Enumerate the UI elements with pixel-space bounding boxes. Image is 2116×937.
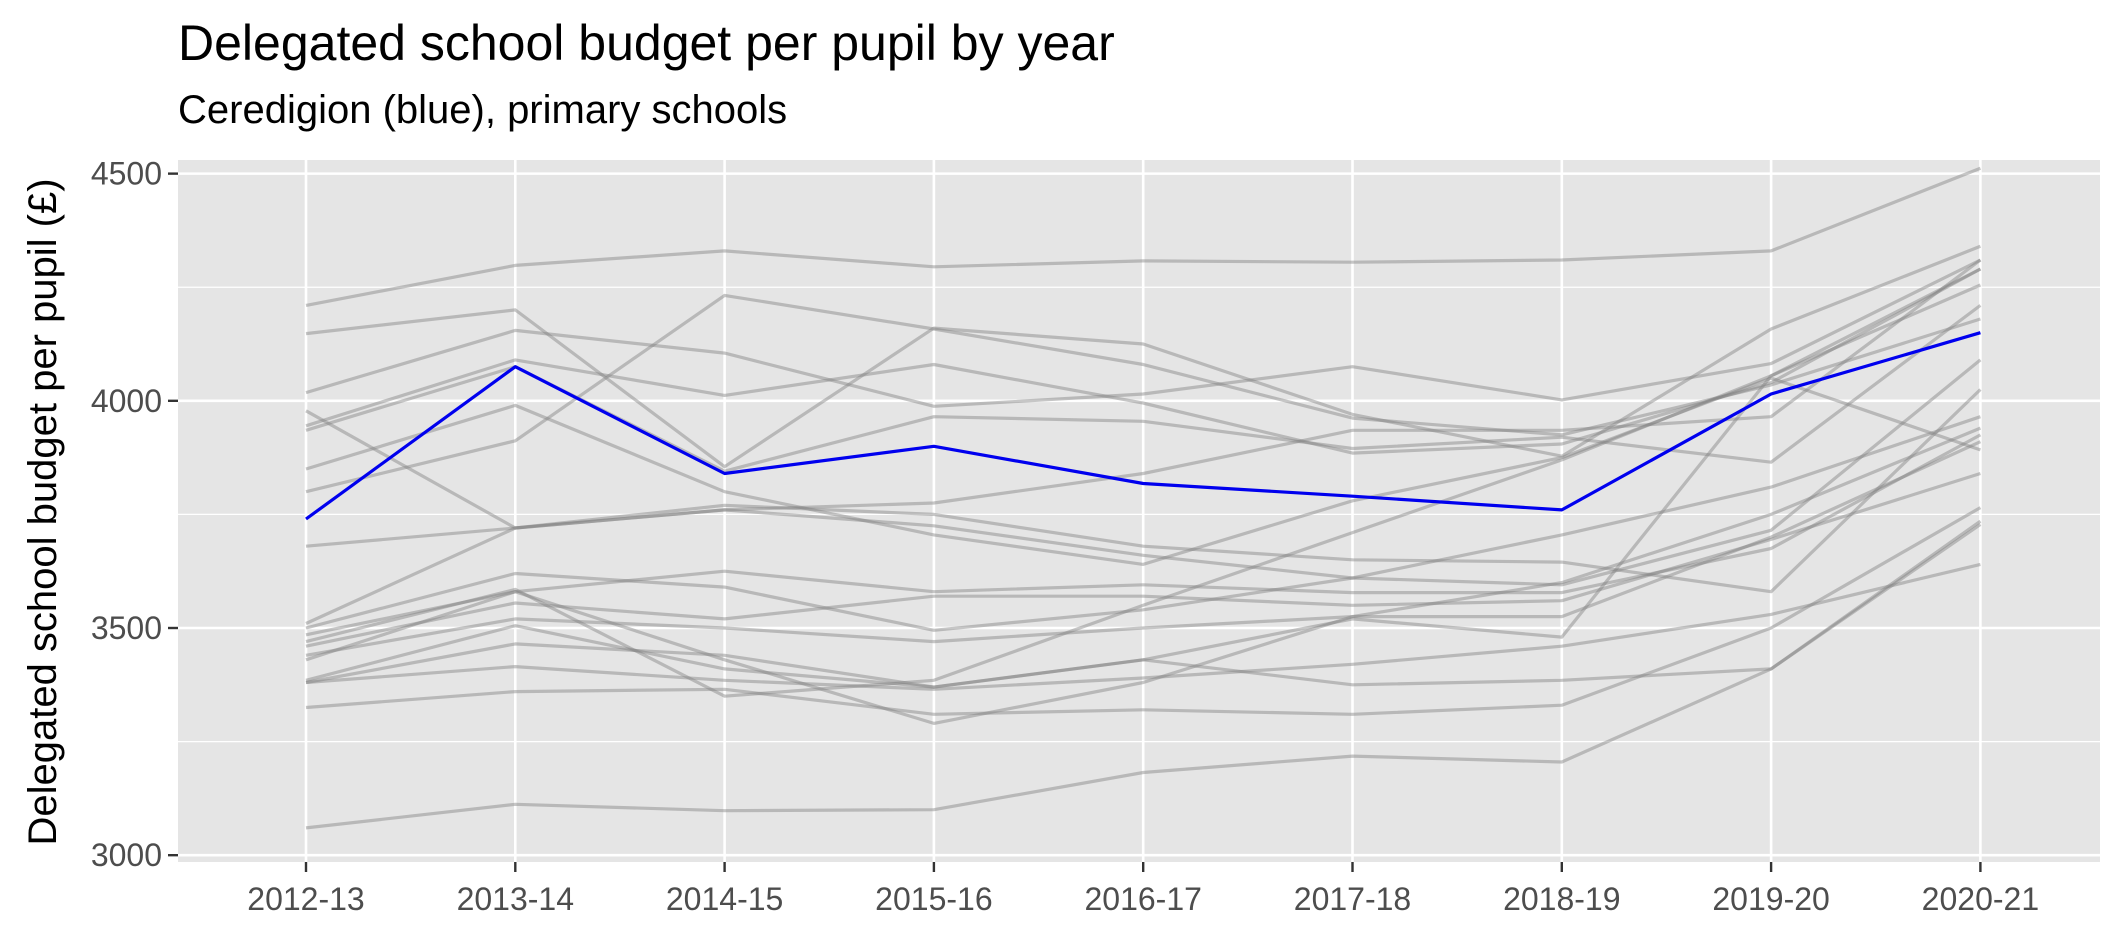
y-tick-labels: 3000 3500 4000 4500 xyxy=(91,156,162,874)
highlight-series-line xyxy=(305,331,1981,521)
x-tick-label: 2015-16 xyxy=(875,881,992,917)
y-tick-label: 3000 xyxy=(91,837,162,873)
series-line xyxy=(305,258,1982,408)
plot-panel xyxy=(178,160,2100,862)
series-line xyxy=(305,376,1981,567)
x-tick-labels: 2012-13 2013-14 2014-15 2015-16 2016-17 2017-… xyxy=(247,881,2039,917)
series-line xyxy=(305,283,1982,698)
series-line xyxy=(305,267,1982,455)
series-line xyxy=(305,519,1982,689)
y-tick-label: 3500 xyxy=(91,610,162,646)
chart-title: Delegated school budget per pupil by yea… xyxy=(178,15,1115,71)
major-gridlines xyxy=(178,160,2100,862)
y-tick-label: 4000 xyxy=(91,383,162,419)
series-line xyxy=(305,267,1982,689)
x-tick-label: 2020-21 xyxy=(1922,881,2039,917)
x-tick-label: 2012-13 xyxy=(247,881,364,917)
series-line xyxy=(305,415,1981,632)
y-axis-title: Delegated school budget per pupil (£) xyxy=(21,178,65,845)
series-line xyxy=(305,358,1982,625)
series-line xyxy=(305,440,1982,657)
x-tick-label: 2013-14 xyxy=(457,881,574,917)
x-tick-label: 2017-18 xyxy=(1294,881,1411,917)
series-line xyxy=(305,258,1982,530)
series-line xyxy=(305,471,1981,648)
y-tick-label: 4500 xyxy=(91,156,162,192)
x-tick-label: 2014-15 xyxy=(666,881,783,917)
series-line xyxy=(305,433,1982,637)
x-tick-label: 2019-20 xyxy=(1712,881,1829,917)
highlight-line xyxy=(305,331,1981,521)
series-line xyxy=(305,523,1982,830)
x-tick-label: 2018-19 xyxy=(1503,881,1620,917)
minor-gridlines xyxy=(178,286,2100,743)
series-line xyxy=(305,244,1981,469)
series-line xyxy=(305,388,1982,594)
series-line xyxy=(305,426,1982,726)
series-line xyxy=(305,293,1981,494)
axis-ticks xyxy=(168,172,1982,872)
other-series-lines xyxy=(305,166,1982,830)
chart-subtitle: Ceredigion (blue), primary schools xyxy=(178,88,788,132)
series-line xyxy=(305,562,1981,691)
x-tick-label: 2016-17 xyxy=(1084,881,1201,917)
series-line xyxy=(305,506,1982,716)
series-line xyxy=(305,166,1981,307)
